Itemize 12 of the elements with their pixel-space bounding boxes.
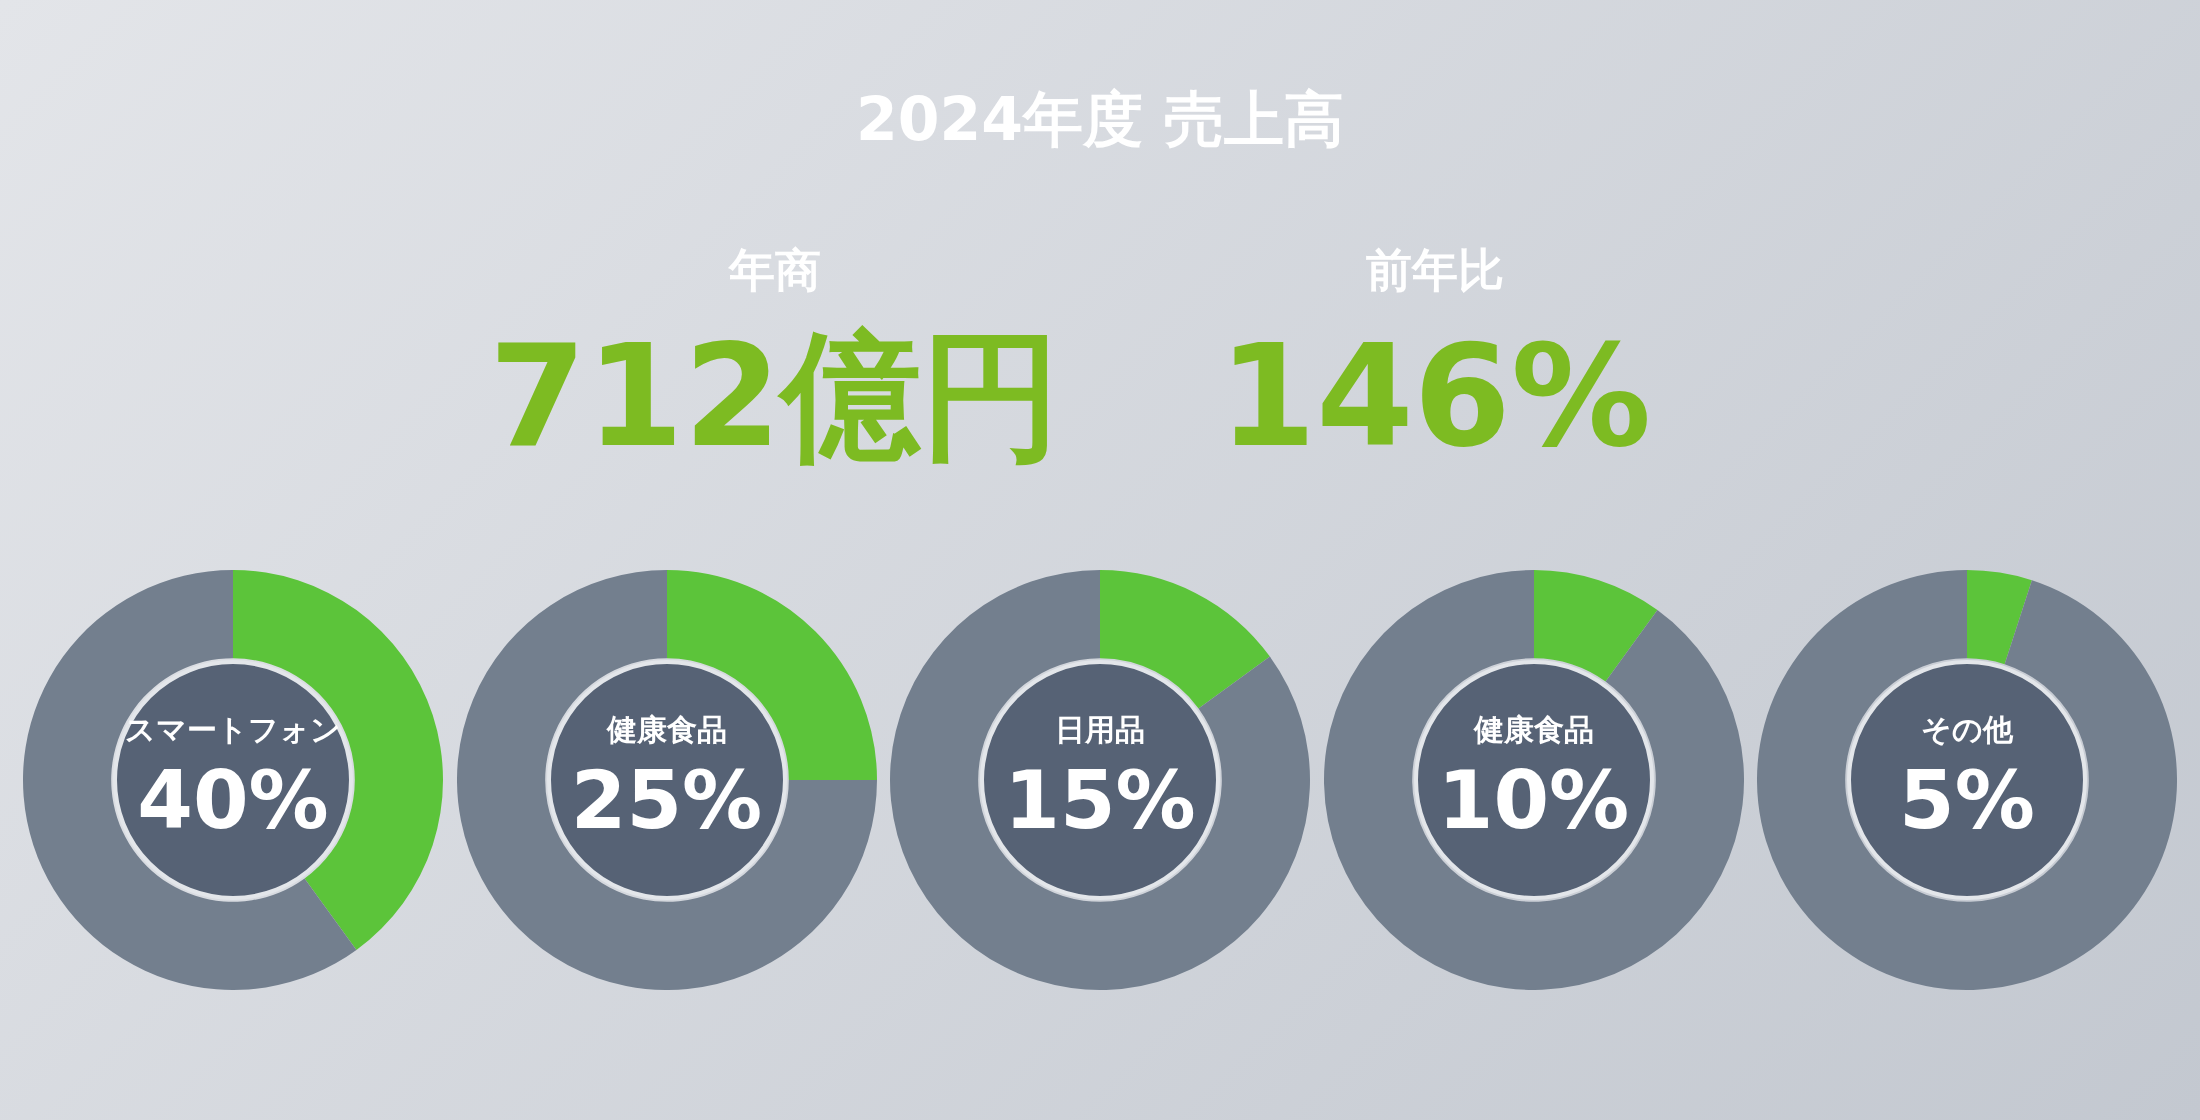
data-label: 10% bbox=[1436, 753, 1631, 849]
text: 146% bbox=[1217, 314, 1653, 480]
data-label: 25% bbox=[569, 753, 764, 849]
slice-label: 日用品 bbox=[1054, 711, 1146, 749]
data-label: 5% bbox=[1898, 753, 2036, 849]
slice-label: 健康食品 bbox=[1472, 711, 1595, 749]
data-label: 40% bbox=[136, 753, 330, 849]
data-label: 15% bbox=[1003, 753, 1197, 849]
slice-label: 健康食品 bbox=[605, 711, 728, 749]
slice-label: スマートフォン bbox=[124, 711, 342, 749]
slice-label: その他 bbox=[1920, 711, 2014, 749]
text: 712億円 bbox=[487, 314, 1063, 480]
